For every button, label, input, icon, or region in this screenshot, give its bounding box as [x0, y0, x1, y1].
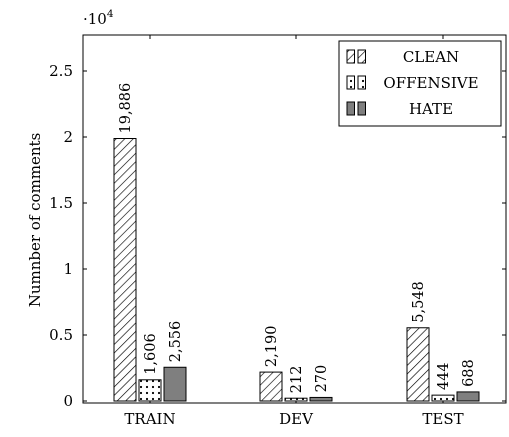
bar-clean-test	[406, 327, 430, 402]
y-tick-label: 2	[63, 128, 73, 146]
legend-swatch-clean	[346, 49, 355, 64]
data-label-hate-train: 2,556	[168, 321, 184, 363]
y-tick-label: 0	[63, 392, 73, 410]
bar-clean-train	[113, 138, 137, 402]
plot-frame	[82, 34, 507, 404]
x-tick-label: DEV	[279, 410, 314, 428]
y-multiplier-exponent: 4	[107, 8, 114, 20]
x-ticks: TRAIN DEV TEST	[124, 35, 464, 428]
data-label-offensive-test: 444	[436, 362, 452, 390]
bar-hate-train	[163, 366, 187, 402]
bar-offensive-train	[138, 379, 162, 402]
y-ticks: 0 0.5 1 1.5 2 2.5	[49, 62, 506, 410]
y-axis-label: Numnber of comments	[26, 133, 44, 308]
x-tick-label: TRAIN	[124, 410, 175, 428]
legend-swatch-offensive	[357, 75, 366, 90]
legend-swatch-clean	[357, 49, 366, 64]
y-tick-label: 1	[63, 260, 73, 278]
legend-entry-hate: HATE	[346, 100, 453, 118]
legend-swatch-hate	[357, 101, 366, 116]
legend: CLEAN OFFENSIVE HATE	[338, 40, 502, 127]
legend-label-clean: CLEAN	[403, 48, 459, 66]
bar-hate-dev	[309, 396, 333, 402]
legend-label-offensive: OFFENSIVE	[383, 74, 478, 92]
y-multiplier: ·104	[83, 8, 114, 28]
y-multiplier-base: ·10	[83, 10, 107, 28]
legend-entry-offensive: OFFENSIVE	[346, 74, 479, 92]
data-label-offensive-dev: 212	[289, 366, 305, 394]
bar-clean-dev	[259, 371, 283, 402]
bar-offensive-test	[431, 394, 455, 402]
legend-swatch-offensive	[346, 75, 355, 90]
bar-hate-test	[456, 391, 480, 402]
data-label-clean-train: 19,886	[118, 83, 134, 134]
y-tick-label: 0.5	[49, 326, 73, 344]
data-label-hate-dev: 270	[314, 365, 330, 393]
y-tick-label: 1.5	[49, 194, 73, 212]
y-tick-label: 2.5	[49, 62, 73, 80]
data-label-hate-test: 688	[461, 359, 477, 387]
data-label-offensive-train: 1,606	[143, 333, 159, 375]
x-tick-label: TEST	[422, 410, 463, 428]
legend-swatch-hate	[346, 101, 355, 116]
bar-offensive-dev	[284, 397, 308, 402]
data-label-clean-test: 5,548	[411, 281, 427, 323]
legend-entry-clean: CLEAN	[346, 48, 459, 66]
bars: 19,886 2,190 5,548 1,606 212 444 2,556 270 688	[113, 83, 480, 402]
data-label-clean-dev: 2,190	[264, 326, 280, 368]
legend-label-hate: HATE	[409, 100, 453, 118]
